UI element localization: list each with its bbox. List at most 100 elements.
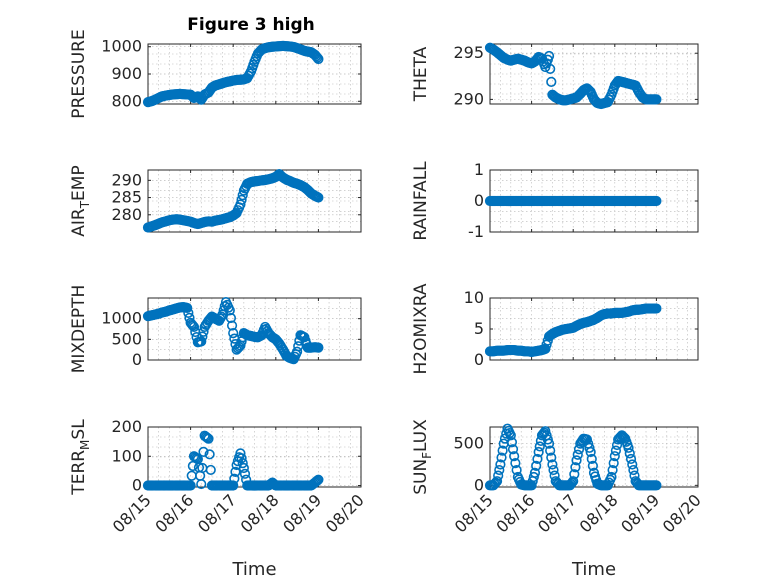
data-point [623, 442, 634, 453]
data-point [572, 449, 583, 460]
data-point [237, 457, 248, 469]
data-point [584, 442, 595, 453]
x-tick-label: 08/18 [237, 490, 283, 536]
ylabel: AIRTEMP [69, 165, 92, 236]
ylabel: TERRMSL [69, 419, 92, 496]
x-tick-label: 08/15 [109, 490, 155, 536]
x-tick-label: 08/16 [492, 490, 538, 536]
data-point [200, 431, 212, 442]
figure-title: Figure 3 high [187, 15, 315, 35]
data-point [235, 448, 246, 459]
data-point [292, 346, 303, 357]
data-point [185, 480, 196, 491]
data-point [625, 453, 637, 465]
data-point [571, 455, 582, 466]
data-point [501, 428, 512, 439]
ylabel: MIXDEPTH [69, 285, 89, 374]
ylabel: PRESSURE [69, 29, 89, 118]
data-point [313, 342, 324, 353]
y-tick-label: 285 [111, 188, 142, 207]
data-point [225, 312, 237, 324]
data-point [224, 305, 235, 316]
data-point [532, 453, 543, 465]
data-point [611, 439, 623, 451]
y-tick-label: -1 [468, 222, 484, 241]
data-point [510, 458, 521, 469]
data-point [489, 478, 500, 490]
y-tick-label: 500 [111, 329, 142, 348]
y-tick-label: 1 [474, 160, 484, 179]
x-tick-label: 08/17 [194, 490, 240, 536]
data-point [543, 438, 555, 449]
data-point [496, 452, 507, 463]
data-point [511, 464, 522, 476]
y-tick-label: 0 [132, 476, 142, 495]
data-point [546, 76, 557, 87]
data-point [205, 464, 216, 476]
ylabel: H2OMIXRA [411, 283, 431, 374]
data-point [609, 451, 620, 462]
y-tick-label: 800 [111, 91, 142, 110]
y-tick-label: 0 [474, 350, 484, 369]
data-point [651, 195, 662, 207]
y-tick-label: 900 [111, 64, 142, 83]
data-point [235, 199, 246, 210]
data-point [191, 453, 202, 464]
x-tick-label: 08/19 [279, 490, 325, 536]
data-point [238, 462, 249, 474]
y-tick-label: 200 [111, 417, 142, 436]
data-point [311, 51, 322, 62]
data-point [226, 320, 238, 331]
y-tick-label: 0 [132, 350, 142, 369]
ylabel: THETA [411, 46, 431, 102]
data-point [570, 462, 581, 473]
data-point [230, 466, 241, 477]
data-point [493, 470, 504, 481]
y-tick-label: 100 [111, 446, 142, 465]
data-point [494, 464, 505, 476]
ylabel: RAINFALL [411, 161, 431, 241]
panel-theta: 290 295 THETA [411, 42, 699, 110]
x-tick-label: 08/17 [534, 490, 580, 536]
data-point [565, 478, 577, 490]
data-point [569, 469, 580, 480]
data-point [234, 341, 245, 353]
panel-h2omixra: 0 5 10 H2OMIXRA [411, 283, 699, 375]
data-point [542, 434, 553, 445]
x-tick-label: 08/20 [659, 490, 705, 536]
y-tick-label: 280 [111, 205, 142, 224]
data-point [203, 433, 214, 444]
data-point [545, 445, 556, 456]
data-point [196, 336, 207, 347]
data-point [197, 331, 208, 342]
data-point [204, 449, 215, 460]
y-tick-label: 10 [464, 288, 484, 307]
data-point [491, 476, 503, 487]
y-tick-label: 1000 [101, 37, 142, 56]
data-point [198, 446, 209, 457]
data-point [531, 460, 542, 471]
data-point [627, 459, 638, 470]
ylabel: SUNFLUX [411, 419, 434, 495]
y-tick-label: 500 [453, 434, 484, 453]
panel-rainfall: -1 0 1 RAINFALL [411, 160, 699, 241]
plot-border [147, 297, 362, 361]
data-point [547, 459, 558, 470]
data-point [585, 446, 596, 458]
data-point [543, 50, 555, 62]
data-point [313, 192, 324, 203]
y-tick-label: 1000 [101, 309, 142, 328]
data-point [312, 475, 323, 486]
data-point [617, 431, 629, 442]
data-point [651, 303, 662, 314]
y-tick-label: 295 [453, 43, 484, 62]
data-point [548, 464, 559, 476]
data-point [239, 468, 251, 479]
x-tick-label: 08/19 [617, 490, 663, 536]
y-tick-label: 0 [474, 191, 484, 210]
data-point [236, 453, 247, 464]
